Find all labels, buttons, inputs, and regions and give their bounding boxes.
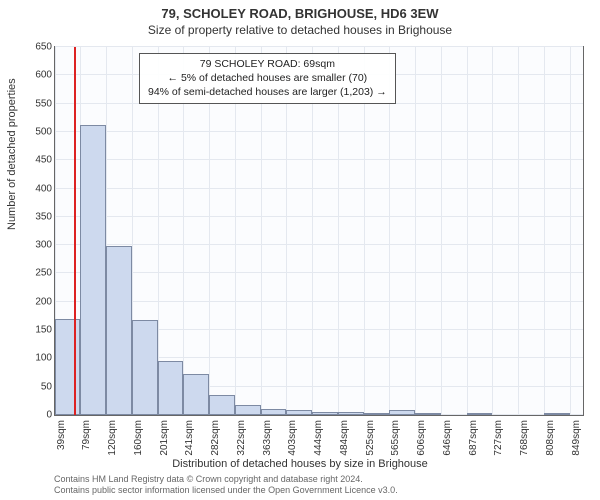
y-tick-label: 400 (12, 183, 52, 194)
histogram-bar (235, 405, 261, 415)
gridline-h (55, 301, 583, 302)
histogram-bar (415, 413, 440, 415)
credit-text: Contains HM Land Registry data © Crown c… (54, 474, 398, 497)
credit-line1: Contains HM Land Registry data © Crown c… (54, 474, 398, 485)
gridline-h (55, 131, 583, 132)
annotation-line: 94% of semi-detached houses are larger (… (148, 85, 387, 99)
credit-line2: Contains public sector information licen… (54, 485, 398, 496)
y-tick-label: 500 (12, 126, 52, 137)
chart-container: 79, SCHOLEY ROAD, BRIGHOUSE, HD6 3EW Siz… (0, 0, 600, 500)
gridline-h (55, 216, 583, 217)
y-tick-label: 600 (12, 70, 52, 81)
histogram-bar (106, 246, 131, 415)
histogram-bar (389, 410, 415, 415)
y-tick-label: 250 (12, 268, 52, 279)
histogram-bar (158, 361, 183, 415)
gridline-h (55, 188, 583, 189)
y-tick-label: 350 (12, 211, 52, 222)
histogram-bar (286, 410, 312, 415)
annotation-line: ← 5% of detached houses are smaller (70) (148, 71, 387, 85)
y-tick-label: 200 (12, 296, 52, 307)
title-line2: Size of property relative to detached ho… (0, 21, 600, 41)
gridline-v (467, 47, 468, 415)
x-axis-label: Distribution of detached houses by size … (0, 458, 600, 470)
y-tick-label: 300 (12, 240, 52, 251)
reference-line (74, 47, 76, 415)
plot-area: 79 SCHOLEY ROAD: 69sqm← 5% of detached h… (54, 46, 584, 416)
title-line1: 79, SCHOLEY ROAD, BRIGHOUSE, HD6 3EW (0, 0, 600, 21)
gridline-v (544, 47, 545, 415)
histogram-bar (544, 413, 570, 415)
gridline-h (55, 159, 583, 160)
gridline-h (55, 46, 583, 47)
histogram-bar (183, 374, 209, 415)
gridline-v (518, 47, 519, 415)
histogram-bar (209, 395, 234, 415)
gridline-h (55, 244, 583, 245)
histogram-bar (80, 125, 106, 415)
histogram-bar (312, 412, 337, 415)
y-tick-label: 100 (12, 353, 52, 364)
y-tick-label: 150 (12, 325, 52, 336)
gridline-v (441, 47, 442, 415)
annotation-box: 79 SCHOLEY ROAD: 69sqm← 5% of detached h… (139, 53, 396, 104)
y-tick-label: 450 (12, 155, 52, 166)
histogram-bar (55, 319, 80, 415)
y-tick-label: 50 (12, 381, 52, 392)
gridline-v (492, 47, 493, 415)
histogram-bar (261, 409, 286, 415)
gridline-v (415, 47, 416, 415)
histogram-bar (338, 412, 364, 415)
y-tick-label: 650 (12, 42, 52, 53)
gridline-v (570, 47, 571, 415)
annotation-line: 79 SCHOLEY ROAD: 69sqm (148, 57, 387, 71)
gridline-h (55, 272, 583, 273)
y-tick-label: 0 (12, 410, 52, 421)
histogram-bar (364, 413, 389, 415)
histogram-bar (467, 413, 492, 415)
histogram-bar (132, 320, 158, 415)
y-tick-label: 550 (12, 98, 52, 109)
